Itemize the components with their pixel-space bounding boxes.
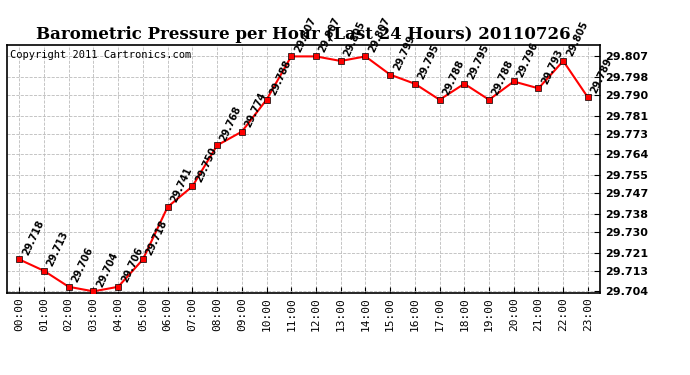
Text: 29.741: 29.741 <box>169 166 194 204</box>
Text: 29.795: 29.795 <box>466 43 491 81</box>
Text: 29.713: 29.713 <box>46 230 70 268</box>
Title: Barometric Pressure per Hour (Last 24 Hours) 20110726: Barometric Pressure per Hour (Last 24 Ho… <box>37 27 571 44</box>
Text: 29.774: 29.774 <box>243 91 268 129</box>
Text: 29.807: 29.807 <box>293 15 317 54</box>
Text: 29.788: 29.788 <box>268 58 293 97</box>
Text: 29.795: 29.795 <box>416 43 441 81</box>
Text: 29.788: 29.788 <box>441 58 466 97</box>
Text: 29.793: 29.793 <box>540 47 565 86</box>
Text: 29.706: 29.706 <box>70 246 95 284</box>
Text: 29.718: 29.718 <box>144 218 169 256</box>
Text: 29.789: 29.789 <box>589 56 614 95</box>
Text: 29.704: 29.704 <box>95 251 120 289</box>
Text: 29.807: 29.807 <box>317 15 342 54</box>
Text: 29.768: 29.768 <box>219 104 244 142</box>
Text: 29.805: 29.805 <box>342 20 367 58</box>
Text: 29.807: 29.807 <box>367 15 392 54</box>
Text: 29.718: 29.718 <box>21 218 46 256</box>
Text: 29.799: 29.799 <box>391 34 417 72</box>
Text: 29.788: 29.788 <box>491 58 515 97</box>
Text: 29.750: 29.750 <box>194 146 219 184</box>
Text: Copyright 2011 Cartronics.com: Copyright 2011 Cartronics.com <box>10 50 191 60</box>
Text: 29.805: 29.805 <box>564 20 589 58</box>
Text: 29.796: 29.796 <box>515 40 540 79</box>
Text: 29.706: 29.706 <box>119 246 144 284</box>
